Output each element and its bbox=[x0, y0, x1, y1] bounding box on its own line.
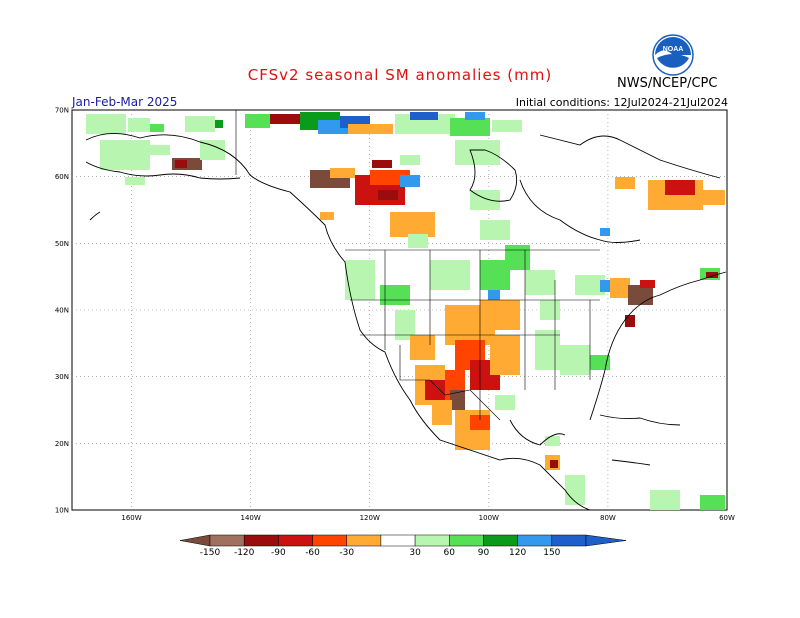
lat-label: 20N bbox=[55, 440, 69, 448]
initial-conditions: Initial conditions: 12Jul2024-21Jul2024 bbox=[515, 96, 728, 109]
colorbar-legend: -150 -120 -90 -60 -30 30 60 90 120 150 bbox=[179, 534, 627, 558]
legend-swatch bbox=[517, 534, 553, 547]
lat-label: 70N bbox=[55, 107, 69, 115]
legend-tick-label: 120 bbox=[509, 548, 526, 558]
legend-arrow-left bbox=[179, 534, 211, 547]
legend-tick-label: 30 bbox=[409, 548, 421, 558]
latitude-labels: 70N 60N 50N 40N 30N 20N 10N bbox=[55, 107, 69, 515]
legend-swatch bbox=[483, 534, 518, 547]
legend-swatch bbox=[414, 534, 450, 547]
legend-tick-label: -30 bbox=[339, 548, 354, 558]
agency-label: NWS/NCEP/CPC bbox=[617, 76, 718, 91]
forecast-period: Jan-Feb-Mar 2025 bbox=[72, 95, 178, 109]
lon-label: 60W bbox=[719, 514, 735, 522]
legend-swatch bbox=[380, 534, 416, 547]
map-title: CFSv2 seasonal SM anomalies (mm) bbox=[247, 66, 553, 84]
legend-swatch bbox=[243, 534, 279, 547]
lat-label: 10N bbox=[55, 507, 69, 515]
lat-label: 60N bbox=[55, 173, 69, 181]
lon-label: 120W bbox=[360, 514, 380, 522]
lon-label: 100W bbox=[479, 514, 499, 522]
legend-tick-label: 90 bbox=[478, 548, 490, 558]
coastlines bbox=[85, 133, 727, 511]
lat-label: 30N bbox=[55, 373, 69, 381]
legend-swatch bbox=[312, 534, 347, 547]
lon-label: 80W bbox=[600, 514, 616, 522]
legend-tick-label: -90 bbox=[271, 548, 286, 558]
svg-text:NOAA: NOAA bbox=[663, 46, 684, 53]
lon-label: 160W bbox=[121, 514, 141, 522]
longitude-labels: 160W 140W 120W 100W 80W 60W bbox=[121, 514, 735, 522]
legend-tick-label: -150 bbox=[200, 548, 221, 558]
legend-tick-label: -120 bbox=[234, 548, 255, 558]
noaa-logo: NOAA bbox=[652, 34, 694, 76]
legend-swatch bbox=[346, 534, 382, 547]
legend-arrow-right bbox=[585, 534, 627, 547]
legend-swatch bbox=[278, 534, 313, 547]
legend-tick-label: -60 bbox=[305, 548, 320, 558]
legend-tick-label: 60 bbox=[444, 548, 456, 558]
legend-tick-label: 150 bbox=[543, 548, 560, 558]
legend-swatch bbox=[449, 534, 484, 547]
political-borders bbox=[235, 110, 600, 421]
lon-label: 140W bbox=[240, 514, 260, 522]
legend-swatch bbox=[209, 534, 245, 547]
lat-label: 40N bbox=[55, 307, 69, 315]
lat-label: 50N bbox=[55, 240, 69, 248]
legend-swatch bbox=[551, 534, 587, 547]
